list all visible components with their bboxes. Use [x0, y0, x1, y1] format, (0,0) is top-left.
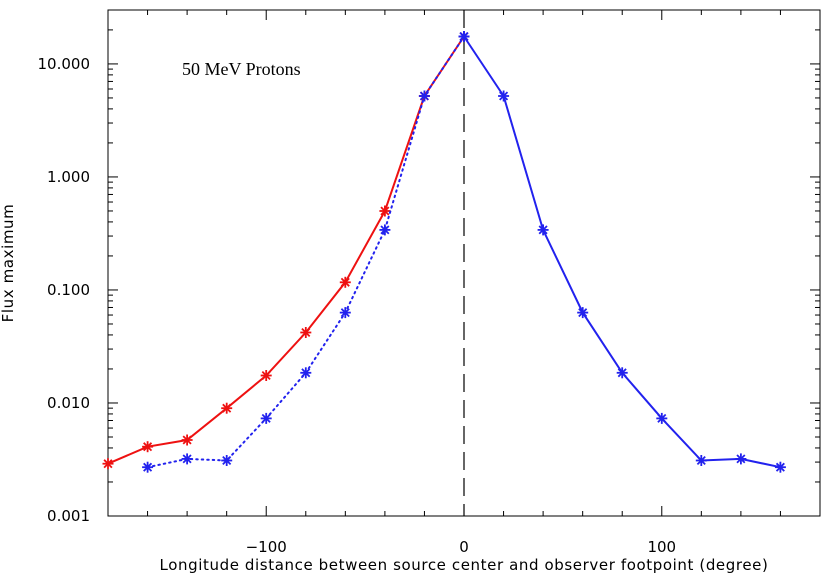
- series-line-blue-solid: [463, 35, 781, 469]
- data-point: [616, 367, 628, 379]
- data-point: [498, 90, 510, 102]
- data-point: [577, 307, 589, 319]
- data-point: [181, 434, 193, 446]
- data-point: [656, 412, 668, 424]
- data-point: [418, 90, 430, 102]
- series-blue-dotted: [142, 31, 470, 473]
- data-point: [300, 327, 312, 338]
- x-axis-label: Longitude distance between source center…: [160, 556, 769, 574]
- data-point: [379, 224, 391, 236]
- chart-title: 50 MeV Protons: [182, 59, 301, 79]
- data-point: [695, 455, 707, 466]
- x-tick-label: −100: [246, 538, 287, 556]
- data-point: [221, 402, 233, 414]
- series-blue-solid: [458, 31, 786, 473]
- data-point: [142, 441, 154, 453]
- data-point: [379, 205, 391, 217]
- data-point: [774, 461, 786, 473]
- series-line-blue-dotted: [146, 35, 465, 469]
- data-point: [735, 453, 747, 465]
- data-point: [260, 412, 272, 424]
- data-point: [300, 367, 312, 379]
- data-series: [102, 31, 786, 473]
- axis-tick-labels: −100 0 100 0.001 0.010 0.100 1.000 10.000: [38, 55, 677, 556]
- series-line-red: [107, 35, 465, 465]
- data-point: [537, 224, 549, 236]
- y-axis-label: Flux maximum: [0, 204, 17, 323]
- x-tick-label: 0: [459, 538, 469, 556]
- data-point: [339, 307, 351, 319]
- data-point: [260, 370, 272, 381]
- data-point: [142, 461, 154, 473]
- data-point: [458, 31, 470, 42]
- y-tick-label: 0.010: [47, 394, 90, 412]
- series-red: [102, 31, 470, 470]
- y-tick-label: 0.100: [47, 281, 90, 299]
- data-point: [339, 276, 351, 288]
- data-point: [221, 455, 233, 466]
- y-tick-label: 0.001: [47, 507, 90, 525]
- x-tick-label: 100: [647, 538, 676, 556]
- y-tick-label: 1.000: [47, 168, 90, 186]
- data-point: [102, 458, 114, 470]
- axis-ticks: [107, 9, 821, 517]
- data-point: [181, 453, 193, 465]
- y-tick-label: 10.000: [38, 55, 91, 73]
